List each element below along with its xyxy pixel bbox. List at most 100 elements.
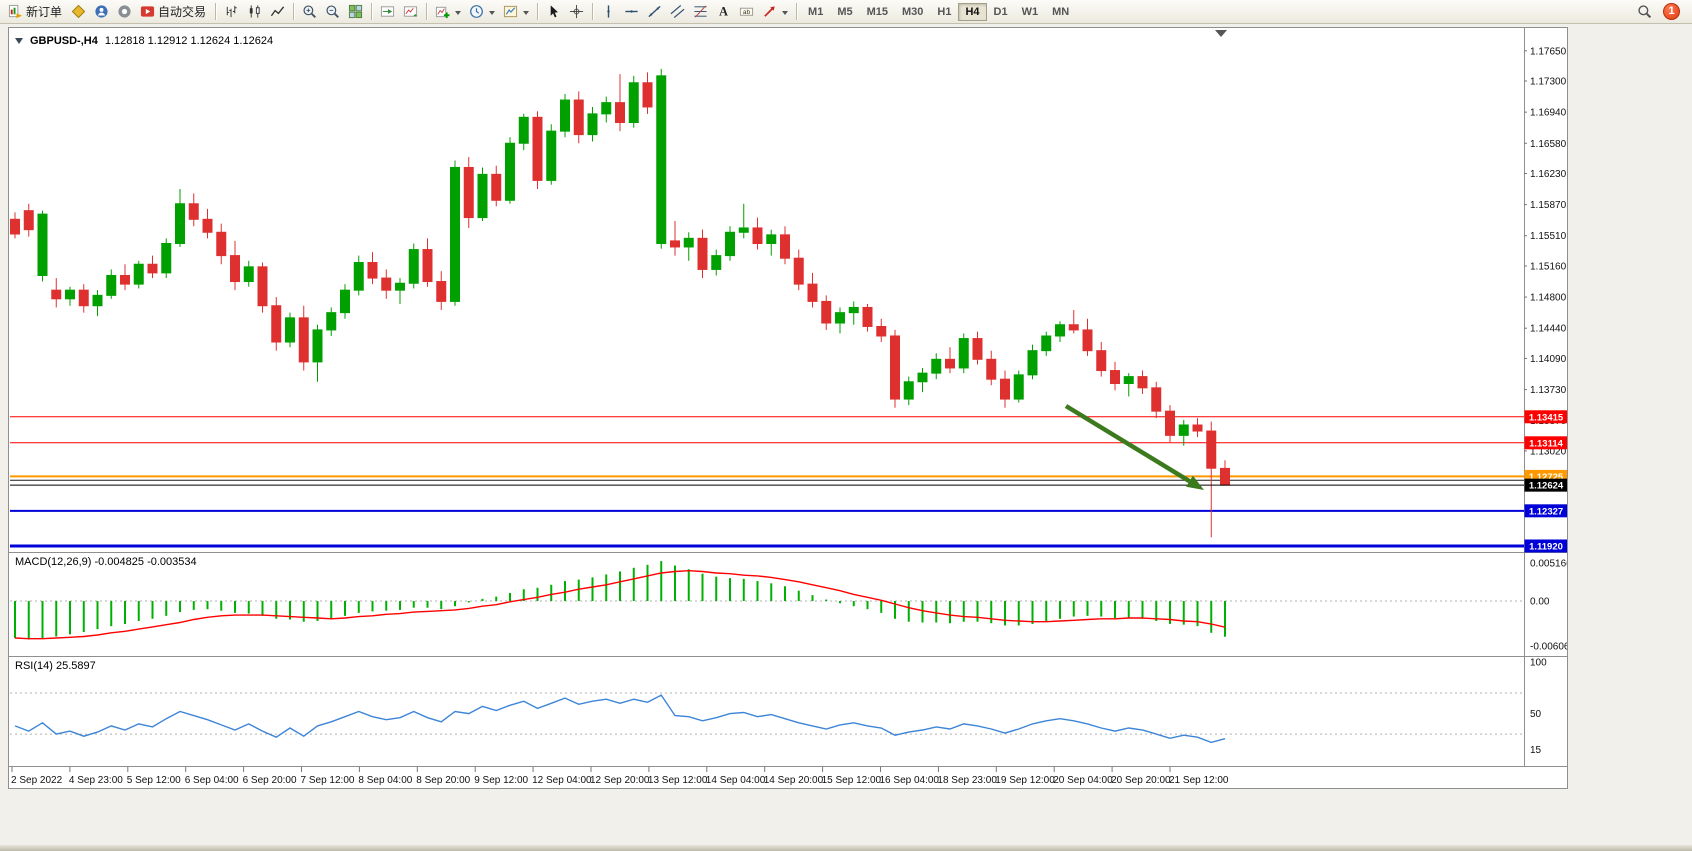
indicators-icon bbox=[435, 4, 450, 19]
svg-text:A: A bbox=[719, 5, 728, 19]
tf-h1-button[interactable]: H1 bbox=[930, 3, 958, 21]
tf-d1-button[interactable]: D1 bbox=[987, 3, 1015, 21]
svg-text:1.16230: 1.16230 bbox=[1530, 169, 1567, 180]
text-icon: A bbox=[716, 4, 731, 19]
bar-chart-button[interactable] bbox=[220, 2, 243, 22]
crosshair-button[interactable] bbox=[565, 2, 588, 22]
templates-icon bbox=[503, 4, 518, 19]
chart-menu-icon[interactable] bbox=[15, 38, 23, 48]
svg-text:1.12725: 1.12725 bbox=[1529, 472, 1564, 483]
arrows-button[interactable] bbox=[758, 2, 792, 22]
svg-text:19 Sep 12:00: 19 Sep 12:00 bbox=[995, 775, 1055, 786]
new-order-icon bbox=[8, 4, 23, 19]
svg-text:9 Sep 12:00: 9 Sep 12:00 bbox=[474, 775, 528, 786]
svg-text:13 Sep 12:00: 13 Sep 12:00 bbox=[648, 775, 708, 786]
svg-text:21 Sep 12:00: 21 Sep 12:00 bbox=[1169, 775, 1229, 786]
market-icon bbox=[71, 4, 86, 19]
new-order-button[interactable]: 新订单 bbox=[4, 2, 67, 22]
horizontal-lines-layer[interactable] bbox=[10, 416, 1524, 548]
toolbar-separator bbox=[293, 3, 295, 20]
cursor-icon bbox=[546, 4, 561, 19]
market-button[interactable] bbox=[67, 2, 90, 22]
svg-text:12 Sep 20:00: 12 Sep 20:00 bbox=[590, 775, 650, 786]
tile-windows-icon bbox=[348, 4, 363, 19]
tile-windows-button[interactable] bbox=[344, 2, 367, 22]
tf-h4-button[interactable]: H4 bbox=[958, 2, 987, 21]
profile-button[interactable] bbox=[90, 2, 113, 22]
window-bottom-edge bbox=[0, 845, 1692, 851]
svg-text:1.13020: 1.13020 bbox=[1530, 446, 1567, 457]
toolbar-right-group: 1 bbox=[1633, 2, 1688, 22]
notifications-badge[interactable]: 1 bbox=[1663, 3, 1680, 20]
text-button[interactable]: A bbox=[712, 2, 735, 22]
svg-text:1.15870: 1.15870 bbox=[1530, 200, 1567, 211]
auto-scroll-icon bbox=[380, 4, 395, 19]
channel-button[interactable] bbox=[666, 2, 689, 22]
arrows-icon bbox=[762, 4, 777, 19]
chart-line-icon bbox=[270, 4, 285, 19]
templates-button[interactable] bbox=[499, 2, 533, 22]
horizontal-line-button[interactable] bbox=[620, 2, 643, 22]
label-icon: ab bbox=[739, 4, 754, 19]
chart-shift-button[interactable] bbox=[399, 2, 422, 22]
autotrade-icon bbox=[140, 4, 155, 19]
community-button[interactable] bbox=[113, 2, 136, 22]
new-order-label: 新订单 bbox=[26, 5, 63, 19]
svg-text:20 Sep 04:00: 20 Sep 04:00 bbox=[1053, 775, 1113, 786]
line-chart-button[interactable] bbox=[266, 2, 289, 22]
crosshair-icon bbox=[569, 4, 584, 19]
candlestick-chart-button[interactable] bbox=[243, 2, 266, 22]
svg-text:20 Sep 20:00: 20 Sep 20:00 bbox=[1111, 775, 1171, 786]
trendline-icon bbox=[647, 4, 662, 19]
svg-text:1.15160: 1.15160 bbox=[1530, 261, 1567, 272]
svg-text:1.14440: 1.14440 bbox=[1530, 324, 1567, 335]
tf-w1-button[interactable]: W1 bbox=[1015, 3, 1046, 21]
chart-shift-marker bbox=[1215, 30, 1227, 37]
fibonacci-button[interactable] bbox=[689, 2, 712, 22]
periods-button[interactable] bbox=[465, 2, 499, 22]
tf-m1-button[interactable]: M1 bbox=[801, 3, 830, 21]
svg-text:1.11920: 1.11920 bbox=[1529, 541, 1563, 552]
svg-text:1.17300: 1.17300 bbox=[1530, 77, 1567, 88]
svg-text:4 Sep 23:00: 4 Sep 23:00 bbox=[69, 775, 123, 786]
dropdown-caret-icon bbox=[489, 10, 496, 18]
indicators-button[interactable] bbox=[431, 2, 465, 22]
price-badge-1.13114 bbox=[1524, 436, 1567, 450]
search-button[interactable] bbox=[1633, 2, 1656, 22]
profile-icon bbox=[94, 4, 109, 19]
text-label-button[interactable]: ab bbox=[735, 2, 758, 22]
zoom-in-button[interactable] bbox=[298, 2, 321, 22]
candles-layer bbox=[10, 68, 1230, 538]
trendline-button[interactable] bbox=[643, 2, 666, 22]
rsi-line bbox=[14, 694, 1226, 744]
price-badge-1.13415 bbox=[1524, 410, 1567, 424]
search-icon bbox=[1637, 4, 1652, 19]
cursor-button[interactable] bbox=[542, 2, 565, 22]
trend-arrow-annotation[interactable] bbox=[1064, 404, 1204, 490]
svg-text:7 Sep 12:00: 7 Sep 12:00 bbox=[301, 775, 355, 786]
toolbar-separator bbox=[796, 3, 798, 20]
svg-text:50: 50 bbox=[1530, 709, 1542, 720]
tf-m15-button[interactable]: M15 bbox=[860, 3, 895, 21]
svg-text:1.15510: 1.15510 bbox=[1530, 231, 1567, 242]
chart-bars-icon bbox=[224, 4, 239, 19]
autotrading-button[interactable]: 自动交易 bbox=[136, 2, 211, 22]
svg-text:1.16940: 1.16940 bbox=[1530, 108, 1567, 119]
svg-text:1.13415: 1.13415 bbox=[1529, 412, 1564, 423]
zoom-out-button[interactable] bbox=[321, 2, 344, 22]
svg-text:14 Sep 04:00: 14 Sep 04:00 bbox=[706, 775, 766, 786]
community-icon bbox=[117, 4, 132, 19]
channel-icon bbox=[670, 4, 685, 19]
dropdown-caret-icon bbox=[523, 10, 530, 18]
tf-m30-button[interactable]: M30 bbox=[895, 3, 930, 21]
svg-text:5 Sep 12:00: 5 Sep 12:00 bbox=[127, 775, 181, 786]
svg-text:6 Sep 20:00: 6 Sep 20:00 bbox=[243, 775, 297, 786]
tf-mn-button[interactable]: MN bbox=[1045, 3, 1076, 21]
auto-scroll-button[interactable] bbox=[376, 2, 399, 22]
price-badges: 1.13415 1.13114 1.12725 1.12327 1.11920 1.126… bbox=[1524, 410, 1567, 553]
tf-m5-button[interactable]: M5 bbox=[830, 3, 859, 21]
chart-canvas[interactable]: 1.17650 1.17300 1.16940 1.16580 1.16230 1.158… bbox=[9, 28, 1567, 788]
vertical-line-button[interactable] bbox=[597, 2, 620, 22]
zoom-out-icon bbox=[325, 4, 340, 19]
